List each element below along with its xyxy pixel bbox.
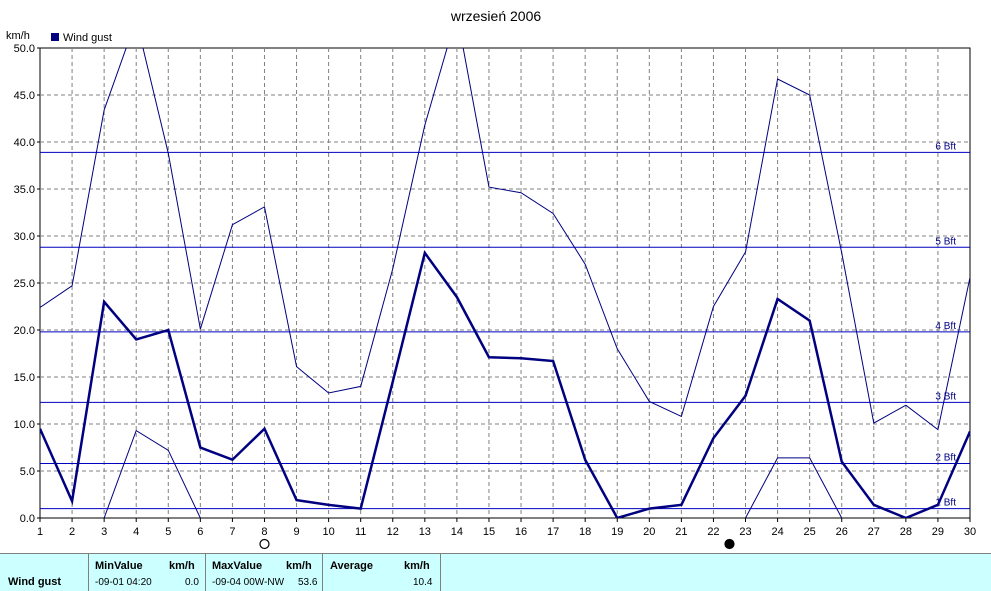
x-tick-label: 27 [868,526,880,538]
series-line-min [103,429,201,518]
y-tick-label: 25.0 [14,278,35,290]
legend: Wind gust [51,32,112,44]
y-axis-label: km/h [6,30,30,42]
y-tick-label: 50.0 [14,43,35,55]
x-tick-label: 21 [675,526,687,538]
x-tick-label: 19 [611,526,623,538]
min-when: -09-01 04:20 [95,577,152,588]
y-tick-label: 40.0 [14,137,35,149]
x-tick-label: 23 [739,526,751,538]
y-tick-label: 5.0 [20,466,35,478]
max-when: -09-04 00W-NW [212,577,285,588]
x-tick-label: 18 [579,526,591,538]
y-tick-label: 15.0 [14,372,35,384]
threshold-label: 1 Bft [935,498,956,509]
x-tick-label: 2 [69,526,75,538]
x-tick-label: 6 [197,526,203,538]
x-tick-label: 12 [387,526,399,538]
threshold-label: 4 Bft [935,321,956,332]
y-tick-label: 35.0 [14,184,35,196]
min-header: MinValue [95,560,143,572]
x-tick-label: 11 [355,526,366,538]
y-tick-label: 30.0 [14,231,35,243]
stats-table: Wind gust MinValue km/h -09-01 04:20 0.0… [0,553,991,591]
stats-row-label-cell: Wind gust [0,554,89,591]
x-tick-label: 16 [515,526,527,538]
x-tick-label: 20 [643,526,655,538]
series-line-max [40,48,970,431]
chart-title: wrzesień 2006 [450,8,541,24]
x-tick-label: 17 [547,526,559,538]
min-value: 0.0 [185,577,199,588]
x-tick-label: 24 [771,526,783,538]
max-value: 53.6 [298,577,318,588]
moon-phases [259,538,735,550]
x-tick-label: 3 [101,526,107,538]
x-tick-label: 25 [804,526,816,538]
threshold-label: 6 Bft [935,141,956,152]
y-tick-label: 10.0 [14,419,35,431]
stats-avg-cell: Average km/h 10.4 [323,554,441,591]
series-line-average [40,250,970,518]
y-tick-label: 45.0 [14,90,35,102]
avg-value: 10.4 [413,577,433,588]
x-tick-label: 13 [419,526,431,538]
series-lines [40,48,970,518]
x-tick-label: 7 [229,526,235,538]
x-tick-label: 9 [293,526,299,538]
x-tick-label: 22 [707,526,719,538]
min-unit: km/h [169,560,195,572]
y-axis-ticks: 0.0 5.0 10.0 15.0 20.0 25.0 30.0 35.0 40.0 45.0 50… [14,43,40,525]
x-tick-label: 30 [964,526,976,538]
full-moon-icon [259,538,270,550]
x-tick-label: 29 [932,526,944,538]
stats-row-label: Wind gust [8,576,62,588]
x-tick-label: 4 [133,526,139,538]
x-tick-label: 10 [322,526,334,538]
max-header: MaxValue [212,560,263,572]
y-tick-label: 20.0 [14,325,35,337]
wind-gust-chart: wrzesień 2006 km/h Wind gust 1 Bft 2 Bft 3… [6,8,976,550]
grid [40,48,970,518]
y-tick-label: 0.0 [20,513,35,525]
threshold-label: 2 Bft [935,452,956,463]
legend-label: Wind gust [63,32,112,44]
legend-swatch [51,33,59,41]
x-tick-label: 15 [483,526,495,538]
beaufort-thresholds: 1 Bft 2 Bft 3 Bft 4 Bft 5 Bft 6 Bft [40,141,970,510]
x-tick-label: 5 [165,526,171,538]
x-tick-label: 14 [451,526,463,538]
x-tick-label: 26 [836,526,848,538]
max-unit: km/h [286,560,312,572]
avg-unit: km/h [404,560,430,572]
new-moon-icon [724,538,735,550]
series-line-min [745,457,843,518]
x-axis-ticks: 1 2 3 4 5 6 7 8 9 10 11 12 13 14 15 16 17 18 19 20 21 22 23 24 2… [37,518,976,538]
avg-header: Average [330,560,374,572]
x-tick-label: 8 [261,526,267,538]
threshold-label: 3 Bft [935,391,956,402]
threshold-label: 5 Bft [935,236,956,247]
stats-max-cell: MaxValue km/h -09-04 00W-NW 53.6 [206,554,323,591]
x-tick-label: 1 [37,526,43,538]
stats-min-cell: MinValue km/h -09-01 04:20 0.0 [89,554,206,591]
x-tick-label: 28 [900,526,912,538]
